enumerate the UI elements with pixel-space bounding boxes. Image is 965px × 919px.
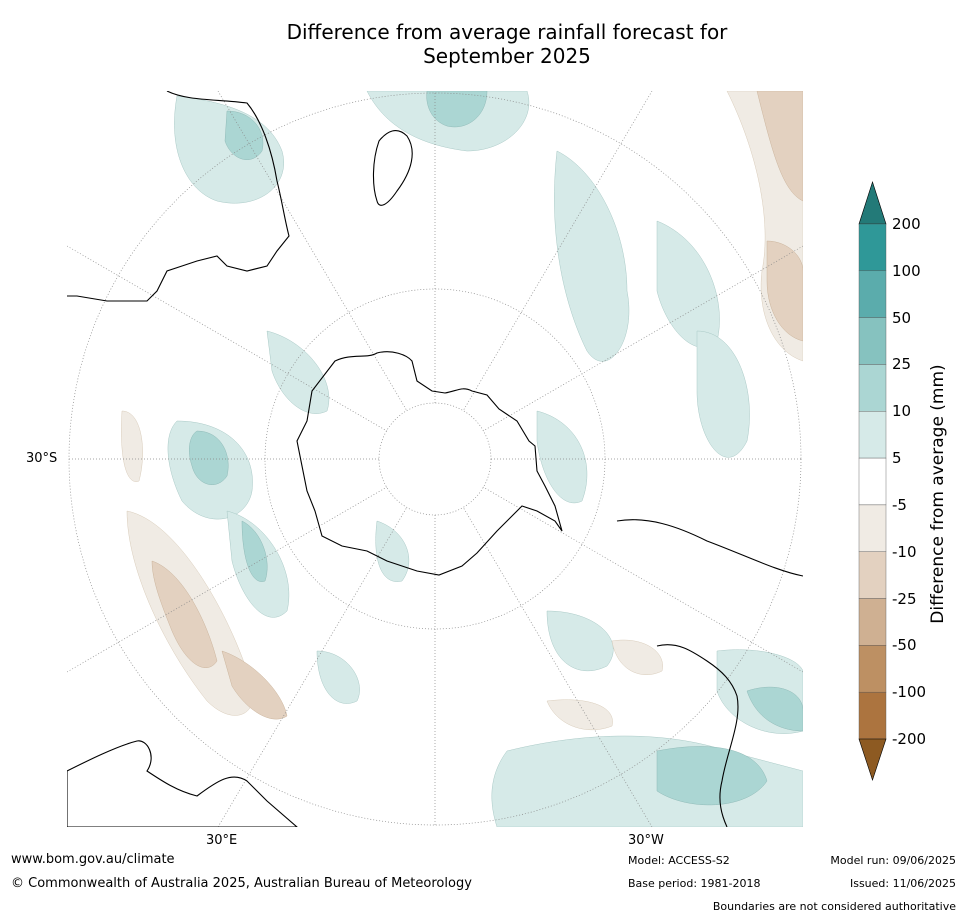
issued-date: Issued: 11/06/2025 — [849, 877, 956, 890]
colorbar-band — [858, 411, 887, 459]
colorbar-tick-label: 50 — [892, 308, 912, 327]
meridian — [217, 91, 408, 412]
colorbar-band — [858, 364, 887, 412]
wet-anomaly-region — [656, 746, 768, 806]
wet-anomaly-region — [554, 150, 630, 362]
wet-anomaly-region — [536, 410, 588, 504]
colorbar-tick-label: 200 — [892, 215, 921, 233]
colorbar-tick-label: -200 — [892, 730, 927, 748]
colorbar-band — [858, 504, 887, 552]
dry-anomaly-region — [151, 560, 218, 668]
colorbar-tick-label: -10 — [892, 542, 917, 561]
colorbar: 200 100 50 25 10 5 -5 -10 -25 -50 -100 -200 — [850, 180, 965, 790]
map-svg — [67, 91, 803, 827]
madagascar-coast — [372, 130, 413, 206]
colorbar-tick-label: -50 — [892, 636, 917, 655]
colorbar-band — [858, 551, 887, 599]
wet-anomaly-region — [316, 650, 360, 704]
colorbar-band — [858, 645, 887, 693]
wet-anomaly-region — [746, 686, 803, 732]
wet-anomaly-region — [426, 91, 488, 128]
title-line-2: September 2025 — [423, 44, 591, 68]
colorbar-band — [858, 598, 887, 646]
meridian — [482, 245, 803, 432]
wet-anomaly-region — [189, 430, 229, 485]
africa-coast — [67, 91, 290, 302]
model-run: Model run: 09/06/2025 — [830, 854, 956, 867]
colorbar-label: Difference from average (mm) — [928, 364, 948, 624]
model-name: Model: ACCESS-S2 — [628, 854, 730, 867]
base-period: Base period: 1981-2018 — [628, 877, 761, 890]
wet-anomaly-region — [656, 220, 720, 348]
meridian — [462, 91, 653, 412]
dry-anomaly-region — [611, 639, 663, 675]
dry-anomaly-region — [221, 650, 288, 720]
graticule — [67, 91, 803, 827]
wet-anomaly-region — [375, 520, 410, 582]
dry-anomaly-region — [766, 240, 803, 342]
colorbar-tick-label: 25 — [892, 355, 912, 374]
meridian — [217, 506, 408, 827]
meridian — [67, 245, 388, 432]
australia-coast — [67, 740, 298, 827]
title-line-1: Difference from average rainfall forecas… — [286, 20, 728, 44]
colorbar-tick-label: -25 — [892, 589, 917, 608]
rainfall-anomaly-shading — [121, 91, 803, 827]
wet-anomaly-region — [696, 330, 750, 458]
meridian — [462, 506, 653, 827]
colorbar-tick-label: 10 — [892, 402, 912, 421]
wet-anomaly-region — [266, 330, 330, 414]
map-title: Difference from average rainfall forecas… — [0, 20, 965, 68]
lon-label-30w: 30°W — [628, 833, 664, 848]
colorbar-band — [858, 691, 887, 740]
colorbar-band — [858, 270, 887, 318]
colorbar-band — [858, 457, 887, 506]
colorbar-svg — [858, 181, 887, 781]
colorbar-bands — [858, 223, 887, 740]
coastlines — [67, 91, 803, 827]
dry-anomaly-region — [546, 699, 613, 730]
footer-copyright: © Commonwealth of Australia 2025, Austra… — [11, 876, 472, 891]
south-america-coast — [616, 519, 803, 827]
boundaries-disclaimer: Boundaries are not considered authoritat… — [712, 900, 956, 913]
lon-label-30e: 30°E — [206, 833, 238, 848]
lat-label-30s: 30°S — [26, 451, 58, 466]
wet-anomaly-region — [241, 520, 268, 582]
polar-map — [67, 91, 803, 827]
colorbar-band — [858, 317, 887, 365]
antarctica-coast — [296, 351, 563, 576]
colorbar-tick-label: 5 — [892, 449, 902, 468]
colorbar-cap-bottom — [858, 738, 887, 781]
colorbar-tick-label: -100 — [892, 683, 927, 702]
dry-anomaly-region — [756, 91, 803, 202]
colorbar-cap-top — [858, 181, 887, 225]
lat-circle-60s — [378, 402, 492, 516]
wet-anomaly-region — [546, 610, 614, 671]
colorbar-tick-label: -5 — [892, 495, 907, 514]
colorbar-tick-label: 100 — [892, 261, 921, 280]
colorbar-band — [858, 223, 887, 272]
dry-anomaly-region — [121, 410, 143, 482]
footer-url: www.bom.gov.au/climate — [11, 852, 175, 867]
